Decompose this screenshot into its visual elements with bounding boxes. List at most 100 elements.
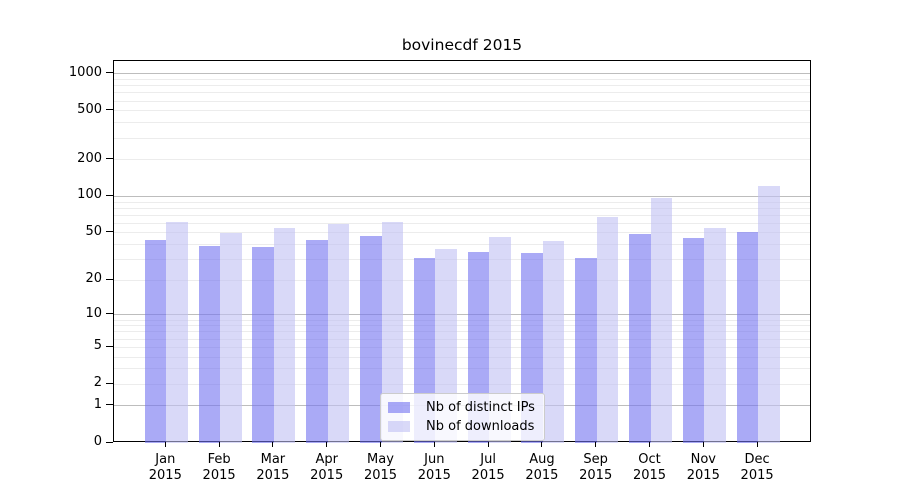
y-tick-mark — [106, 194, 113, 196]
legend-label: Nb of downloads — [426, 419, 535, 434]
bar-s0-may — [360, 236, 382, 443]
bar-s1-jan — [166, 221, 188, 443]
y-tick-label: 10 — [85, 305, 102, 321]
bar-s1-sep — [596, 216, 619, 443]
y-tick-label: 200 — [77, 150, 102, 166]
x-tick-mark — [218, 442, 220, 447]
bar-s1-feb — [220, 232, 242, 443]
y-gridline-minor — [114, 122, 810, 124]
x-tick-label: Oct 2015 — [632, 452, 667, 483]
x-tick-mark — [756, 442, 758, 447]
x-tick-mark — [272, 442, 274, 447]
x-tick-mark — [433, 442, 435, 447]
bar-s0-feb — [198, 245, 221, 443]
y-tick-label: 500 — [77, 101, 102, 117]
y-gridline-minor — [114, 137, 810, 139]
y-gridline-minor — [114, 346, 810, 348]
y-gridline-minor — [114, 259, 810, 261]
bar-s0-dec — [736, 231, 759, 443]
bar-s1-aug — [542, 240, 565, 443]
y-tick-label: 5 — [93, 338, 102, 354]
y-gridline-major — [114, 195, 810, 197]
y-tick-mark — [106, 278, 113, 280]
bar-s0-apr — [306, 239, 328, 443]
y-gridline-minor — [114, 319, 810, 321]
y-tick-mark — [106, 72, 113, 74]
x-tick-mark — [702, 442, 704, 447]
x-tick-label: Jun 2015 — [417, 452, 451, 483]
y-gridline-minor — [114, 100, 810, 102]
y-gridline-major — [114, 73, 810, 75]
bar-s0-nov — [682, 238, 705, 443]
legend-swatch — [388, 402, 410, 413]
x-tick-label: Jul 2015 — [471, 452, 505, 483]
x-tick-label: May 2015 — [363, 452, 398, 483]
y-gridline-minor — [114, 279, 810, 281]
bar-s1-mar — [273, 227, 296, 443]
y-gridline-minor — [114, 159, 810, 161]
y-gridline-minor — [114, 325, 810, 327]
bar-s1-dec — [758, 185, 780, 443]
y-tick-label: 0 — [93, 434, 102, 449]
y-gridline-minor — [114, 368, 810, 370]
x-tick-mark — [380, 442, 381, 447]
y-gridline-minor — [114, 331, 810, 333]
y-gridline-major — [114, 314, 810, 316]
legend-swatch — [388, 421, 410, 432]
y-gridline-minor — [114, 214, 810, 216]
x-tick-mark — [649, 442, 650, 447]
x-tick-label: Jan 2015 — [148, 452, 182, 483]
y-tick-label: 100 — [77, 187, 102, 203]
x-tick-label: Apr 2015 — [310, 452, 344, 483]
y-tick-label: 2 — [93, 375, 102, 391]
bar-s0-oct — [629, 234, 651, 443]
y-gridline-minor — [114, 85, 810, 87]
y-gridline-minor — [114, 201, 810, 203]
legend-entry: Nb of distinct IPs — [388, 400, 535, 415]
x-tick-label: Dec 2015 — [740, 452, 774, 483]
legend-label: Nb of distinct IPs — [426, 400, 535, 415]
x-tick-label: Mar 2015 — [256, 452, 290, 483]
x-tick-label: Sep 2015 — [579, 452, 613, 483]
legend-entry: Nb of downloads — [388, 419, 535, 434]
x-tick-label: Aug 2015 — [525, 452, 559, 483]
bar-s0-mar — [252, 247, 274, 443]
y-gridline-minor — [114, 110, 810, 112]
bar-s1-apr — [327, 224, 350, 443]
y-tick-label: 20 — [85, 271, 102, 287]
bar-s0-jan — [144, 239, 167, 443]
y-gridline-minor — [114, 79, 810, 81]
y-gridline-minor — [114, 222, 810, 224]
y-gridline-minor — [114, 383, 810, 385]
bar-s1-jul — [489, 237, 511, 443]
bar-s1-nov — [704, 227, 726, 443]
y-tick-label: 1000 — [68, 64, 102, 80]
y-tick-mark — [106, 313, 113, 315]
plot-area: Nb of distinct IPs Nb of downloads — [113, 60, 811, 443]
x-tick-label: Nov 2015 — [686, 452, 720, 483]
x-tick-label: Feb 2015 — [202, 452, 236, 483]
y-gridline-minor — [114, 244, 810, 246]
bar-s1-oct — [650, 198, 672, 443]
chart-title: bovinecdf 2015 — [401, 36, 523, 54]
y-gridline-minor — [114, 92, 810, 94]
y-tick-label: 1 — [93, 396, 102, 412]
y-gridline-minor — [114, 232, 810, 234]
x-tick-mark — [164, 442, 166, 447]
bar-s0-sep — [575, 257, 597, 443]
y-gridline-minor — [114, 338, 810, 340]
y-tick-mark — [106, 441, 113, 443]
x-tick-mark — [326, 442, 328, 447]
x-tick-mark — [541, 442, 543, 447]
y-gridline-minor — [114, 207, 810, 209]
bar-s1-may — [381, 221, 403, 443]
y-tick-label: 50 — [85, 223, 102, 239]
y-tick-mark — [106, 231, 113, 233]
y-tick-mark — [106, 382, 113, 384]
y-tick-mark — [106, 109, 113, 111]
legend: Nb of distinct IPs Nb of downloads — [380, 393, 545, 441]
y-tick-mark — [106, 158, 113, 160]
y-tick-mark — [106, 345, 113, 347]
y-tick-mark — [106, 404, 113, 406]
